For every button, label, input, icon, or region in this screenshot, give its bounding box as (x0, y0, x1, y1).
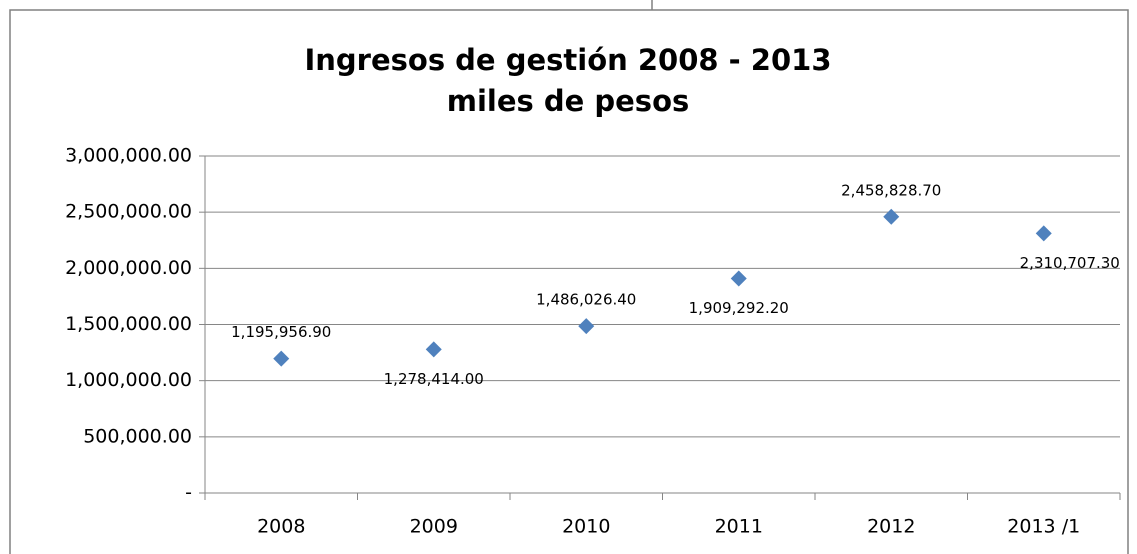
x-tick-label: 2010 (562, 516, 610, 538)
x-tick-label: 2011 (715, 516, 763, 538)
data-marker (883, 208, 900, 225)
y-tick-label: 1,000,000.00 (65, 369, 192, 391)
data-label: 1,909,292.20 (689, 299, 789, 317)
chart-title: Ingresos de gestión 2008 - 2013 (304, 43, 831, 77)
x-tick-label: 2008 (257, 516, 305, 538)
y-tick-label: 2,500,000.00 (65, 201, 192, 223)
x-tick-label: 2013 /1 (1007, 516, 1080, 538)
data-label: 2,310,707.30 (1020, 254, 1120, 272)
data-label: 1,278,414.00 (384, 370, 484, 388)
data-label: 1,195,956.90 (231, 323, 331, 341)
y-tick-label: - (185, 482, 192, 504)
data-label: 2,458,828.70 (841, 181, 941, 199)
chart-subtitle: miles de pesos (447, 84, 690, 118)
data-marker (578, 318, 595, 335)
y-tick-label: 1,500,000.00 (65, 313, 192, 335)
x-tick-label: 2009 (410, 516, 458, 538)
data-marker (425, 341, 442, 358)
data-label: 1,486,026.40 (536, 291, 636, 309)
data-marker (730, 270, 747, 287)
y-tick-label: 2,000,000.00 (65, 257, 192, 279)
y-tick-label: 3,000,000.00 (65, 145, 192, 167)
data-marker (1035, 225, 1052, 242)
data-marker (273, 350, 290, 367)
chart-frame (9, 9, 1129, 554)
y-tick-label: 500,000.00 (83, 425, 192, 447)
x-tick-label: 2012 (867, 516, 915, 538)
